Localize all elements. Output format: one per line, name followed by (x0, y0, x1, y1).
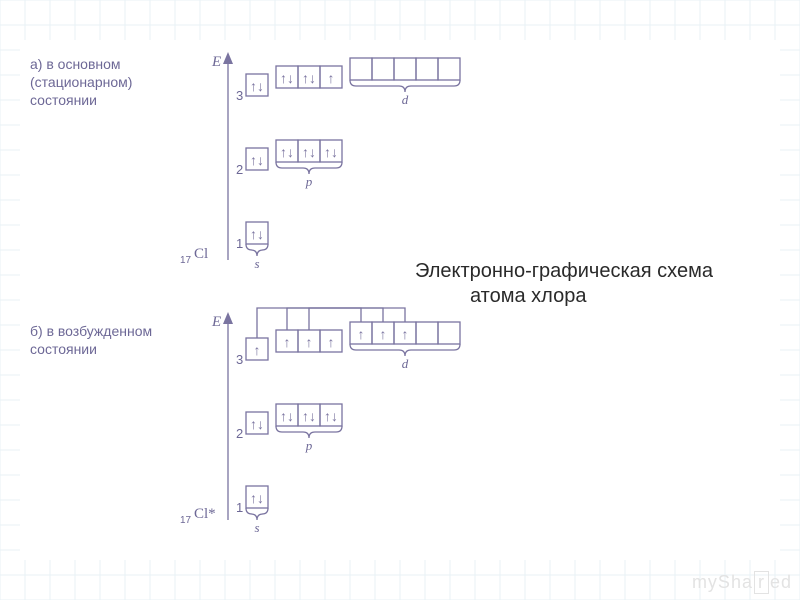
svg-text:↑: ↑ (358, 326, 365, 342)
svg-text:↑: ↑ (380, 326, 387, 342)
svg-text:2: 2 (236, 426, 243, 441)
svg-text:17: 17 (180, 515, 192, 526)
svg-text:↑: ↑ (306, 334, 313, 350)
svg-text:s: s (254, 520, 259, 535)
svg-text:↑: ↑ (254, 342, 261, 358)
caption-line1: Электронно-графическая схема (415, 260, 713, 283)
svg-text:↑: ↑ (402, 326, 409, 342)
svg-text:E: E (211, 314, 221, 330)
svg-text:1: 1 (236, 500, 243, 515)
svg-text:↑↓: ↑↓ (280, 408, 294, 424)
caption-line2: атома хлора (470, 285, 586, 308)
watermark-r: r (754, 571, 769, 594)
svg-text:↑↓: ↑↓ (302, 144, 316, 160)
svg-text:Cl: Cl (194, 246, 208, 262)
svg-text:Cl*: Cl* (194, 506, 216, 522)
svg-text:↑↓: ↑↓ (250, 490, 264, 506)
svg-text:3: 3 (236, 352, 243, 367)
svg-text:2: 2 (236, 162, 243, 177)
svg-text:↑↓: ↑↓ (250, 226, 264, 242)
label-a: а) в основном (стационарном) состоянии (30, 55, 132, 110)
svg-text:↑↓: ↑↓ (324, 408, 338, 424)
watermark-trailing: ed (770, 572, 792, 592)
watermark-leading: mySha (692, 572, 753, 592)
svg-text:17: 17 (180, 255, 192, 266)
svg-text:↑↓: ↑↓ (250, 78, 264, 94)
svg-text:1: 1 (236, 236, 243, 251)
svg-text:p: p (305, 174, 313, 189)
svg-text:d: d (402, 92, 409, 107)
svg-text:↑: ↑ (284, 334, 291, 350)
svg-text:d: d (402, 356, 409, 371)
svg-text:↑↓: ↑↓ (302, 408, 316, 424)
svg-text:s: s (254, 256, 259, 271)
svg-text:3: 3 (236, 88, 243, 103)
svg-text:↑↓: ↑↓ (280, 144, 294, 160)
svg-text:↑↓: ↑↓ (280, 70, 294, 86)
svg-text:↑: ↑ (328, 70, 335, 86)
svg-text:↑: ↑ (328, 334, 335, 350)
label-b: б) в возбужденном состоянии (30, 322, 152, 358)
svg-text:↑↓: ↑↓ (250, 152, 264, 168)
svg-text:↑↓: ↑↓ (324, 144, 338, 160)
page: { "colors":{ "grid":"#e9f2f6", "diagram_… (0, 0, 800, 600)
svg-text:p: p (305, 438, 313, 453)
svg-text:↑↓: ↑↓ (250, 416, 264, 432)
watermark: myShared (680, 550, 792, 594)
svg-text:E: E (211, 54, 221, 70)
svg-text:↑↓: ↑↓ (302, 70, 316, 86)
